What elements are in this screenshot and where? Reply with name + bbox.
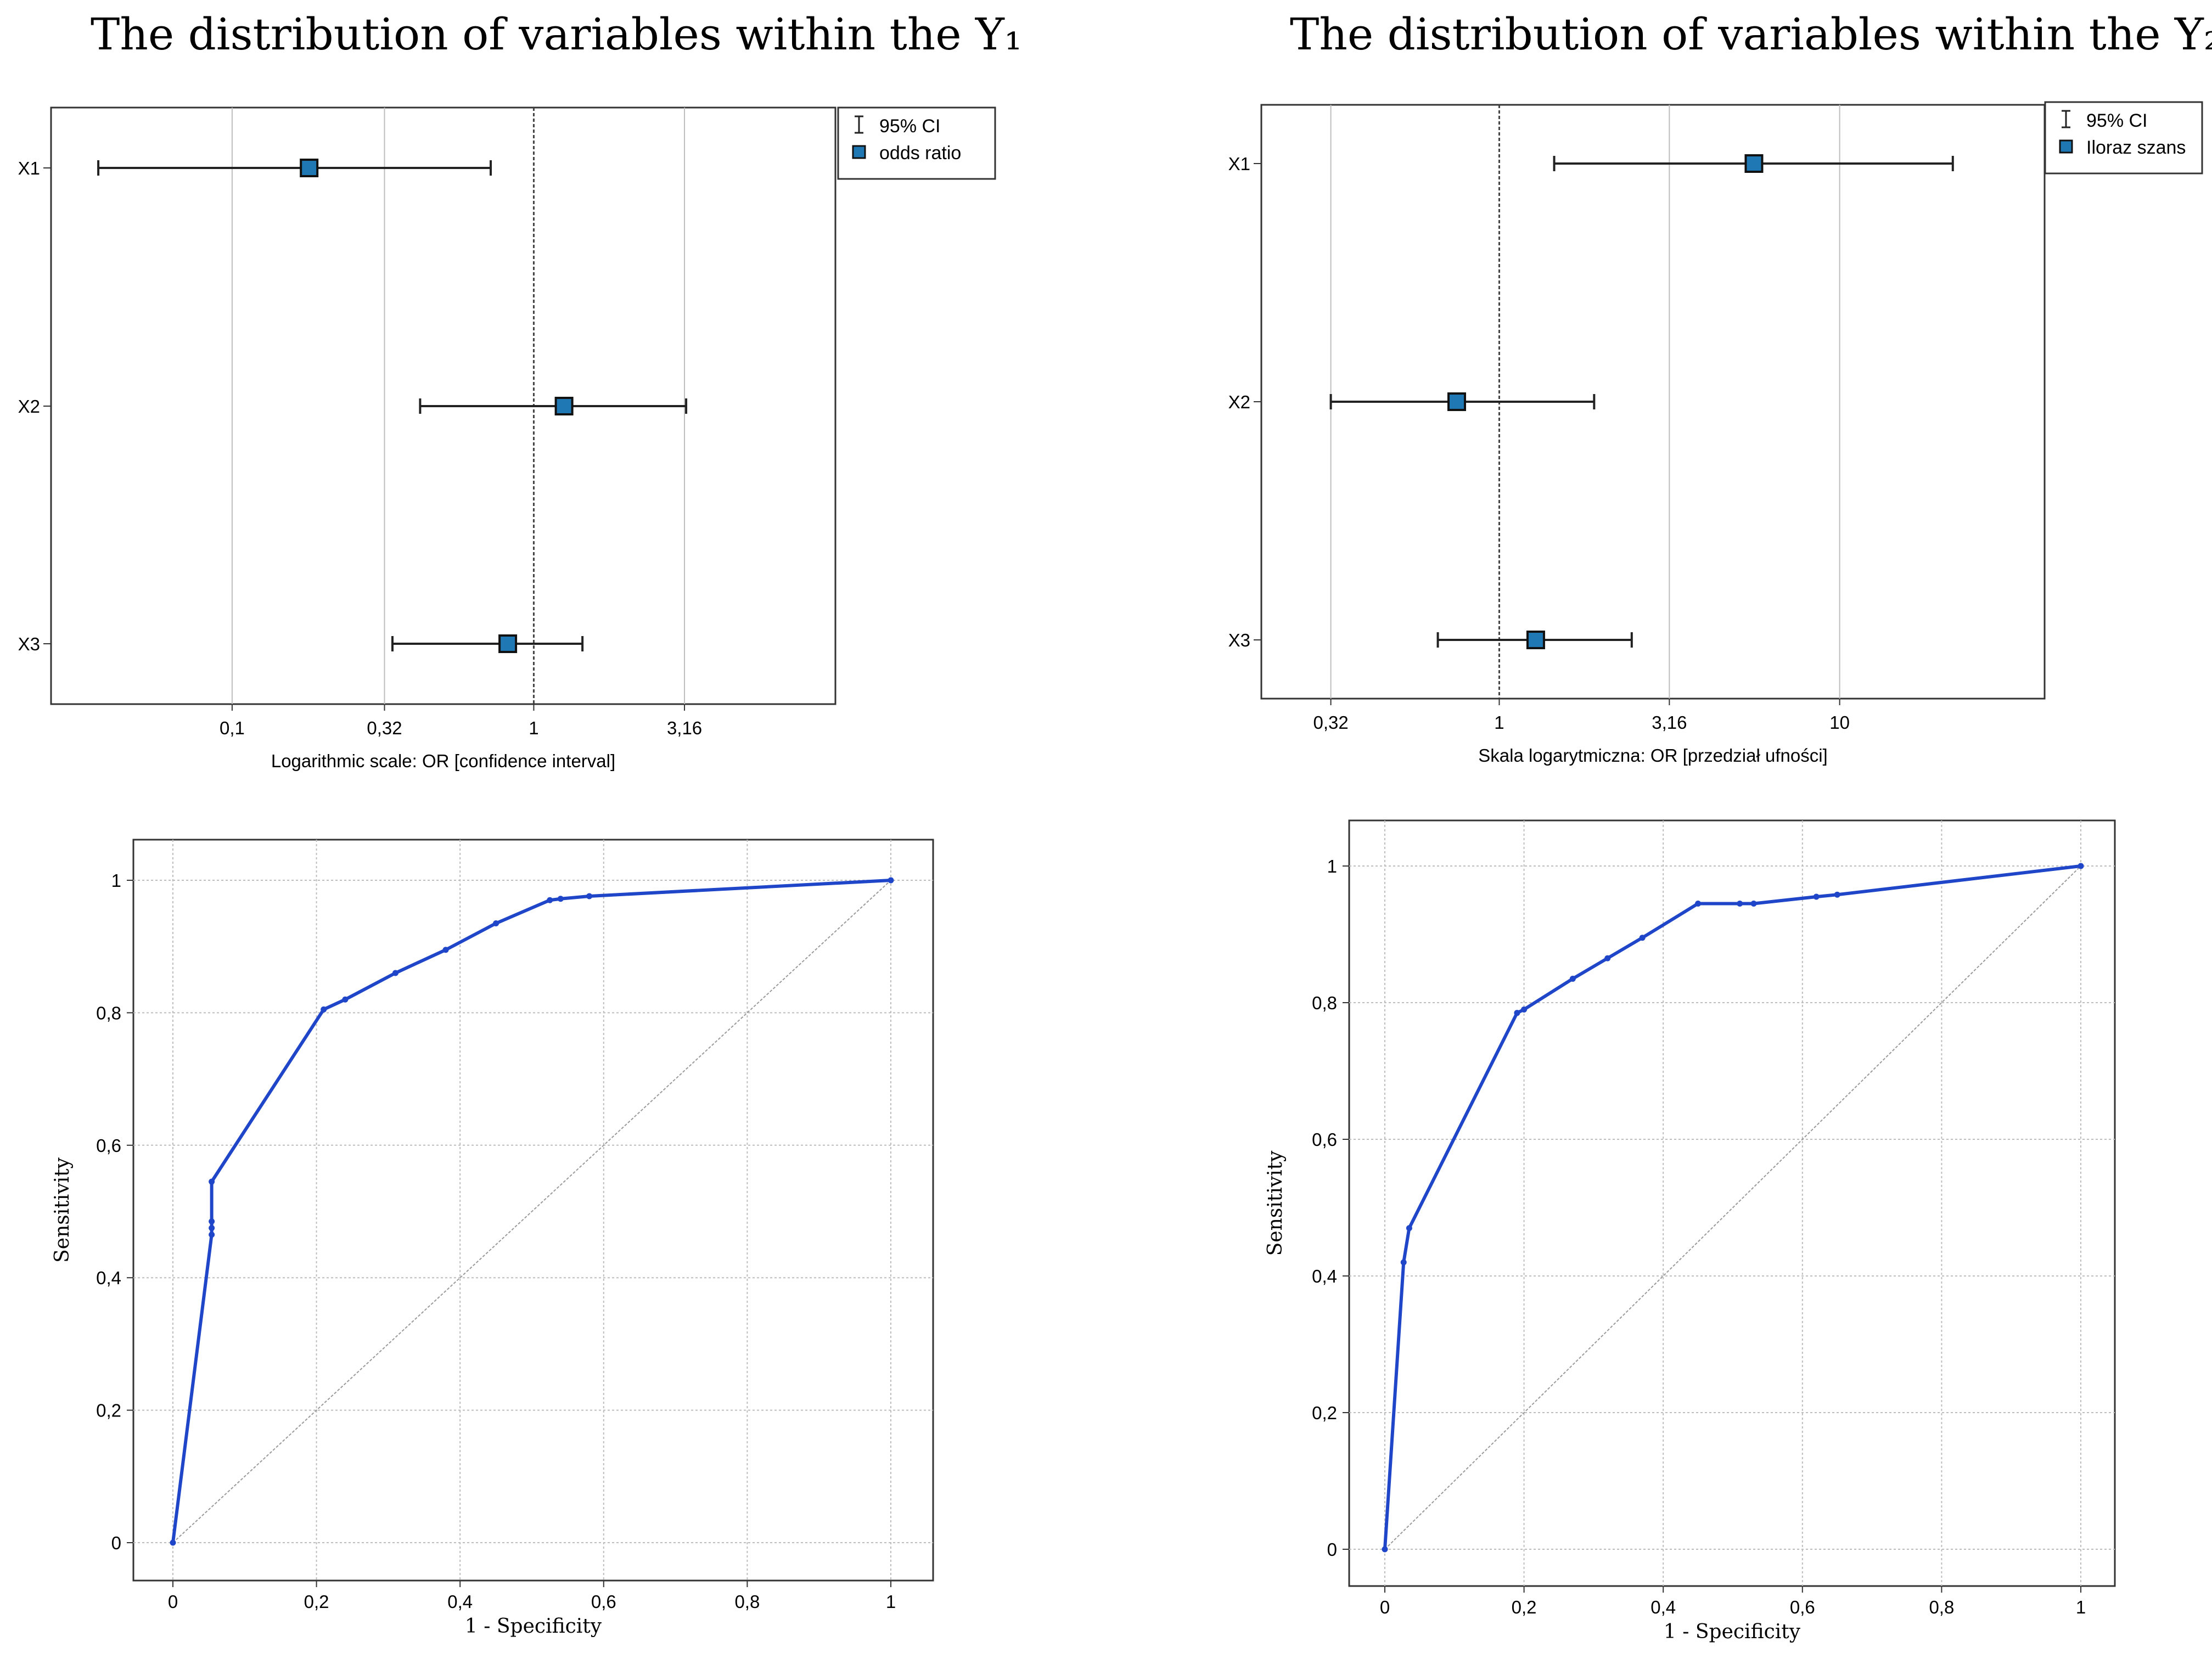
legend-marker-icon <box>2059 139 2073 154</box>
y-tick-label: 0,6 <box>1312 1129 1337 1150</box>
roc-point <box>442 947 449 953</box>
y-tick-label: 0,2 <box>96 1401 121 1421</box>
y-tick-label: X2 <box>1228 392 1250 412</box>
roc-point <box>1604 955 1611 961</box>
reference-diagonal <box>172 880 891 1543</box>
roc-curve-line <box>1383 864 2081 1550</box>
legend-marker-icon <box>852 145 866 159</box>
y-tick-label: X2 <box>18 396 40 417</box>
roc-point <box>1400 1259 1407 1266</box>
y-tick-label: 0,8 <box>96 1003 121 1023</box>
x-tick-label: 1 <box>886 1592 896 1612</box>
odds-ratio-marker <box>554 397 574 415</box>
roc-point <box>321 1006 327 1013</box>
y-tick-label: 0,2 <box>1312 1403 1337 1423</box>
roc-point <box>1813 893 1820 900</box>
x-tick-label: 0 <box>168 1592 178 1612</box>
x-tick-label: 0,8 <box>1929 1597 1954 1617</box>
y-axis-label: Sensitivity <box>1264 1150 1287 1256</box>
x-axis-label: Skala logarytmiczna: OR [przedział ufnoś… <box>1478 745 1827 766</box>
roc-point <box>342 996 349 1003</box>
odds-ratio-marker <box>1447 392 1466 411</box>
y-tick-label: 1 <box>111 870 121 891</box>
roc-point <box>1514 1010 1520 1016</box>
x-tick-label: 0,1 <box>220 718 245 738</box>
legend-ci-label: 95% CI <box>2086 110 2148 131</box>
roc-point <box>547 897 553 903</box>
legend-box <box>837 106 996 180</box>
roc-point <box>493 920 499 926</box>
x-axis-label: Logarithmic scale: OR [confidence interv… <box>271 751 615 771</box>
x-axis-label: 1 - Specificity <box>1664 1621 1801 1643</box>
odds-ratio-marker <box>498 634 518 653</box>
y-tick-label: X3 <box>1228 630 1250 650</box>
x-tick-label: 1 <box>2076 1597 2086 1617</box>
x-tick-label: 0,4 <box>447 1592 473 1612</box>
x-tick-label: 0,2 <box>1512 1597 1537 1617</box>
x-tick-label: 1 <box>529 718 538 738</box>
roc-point <box>1834 891 1840 898</box>
roc-point <box>392 970 398 976</box>
reference-diagonal <box>1384 865 2081 1550</box>
y-tick-label: 0,4 <box>1312 1266 1337 1286</box>
roc-point <box>1639 935 1646 941</box>
roc-point <box>1695 900 1702 907</box>
chart-title-left: The distribution of variables within the… <box>91 9 1022 60</box>
x-tick-label: 0,32 <box>367 718 402 738</box>
x-tick-label: 3,16 <box>1652 712 1687 733</box>
roc-point <box>888 877 894 884</box>
roc-point <box>1737 900 1743 907</box>
legend-box <box>2044 101 2203 175</box>
y-tick-label: 0,4 <box>96 1268 121 1288</box>
x-tick-label: 0,6 <box>591 1592 616 1612</box>
forest-plot-y2: 0,32 1 3,16 10 X1 X2 X3 Skala logarytmiczna: OR… <box>1228 101 2203 766</box>
roc-point <box>1569 975 1576 982</box>
legend-ci-label: 95% CI <box>879 116 941 137</box>
x-tick-label: 0,6 <box>1790 1597 1815 1617</box>
x-tick-label: 0,32 <box>1313 712 1348 733</box>
y-axis-label: Sensitivity <box>51 1157 74 1262</box>
y-tick-label: X1 <box>1228 154 1250 174</box>
y-tick-label: 1 <box>1327 856 1337 876</box>
roc-point <box>170 1539 176 1546</box>
legend-marker-label: Iloraz szans <box>2086 137 2186 158</box>
roc-point <box>1521 1006 1528 1013</box>
roc-point <box>209 1225 215 1232</box>
y-tick-label: 0 <box>1327 1539 1337 1560</box>
chart-title-right: The distribution of variables within the… <box>1290 9 2212 60</box>
x-axis-label: 1 - Specificity <box>465 1615 602 1638</box>
roc-point <box>209 1218 215 1225</box>
y-tick-label: X3 <box>18 634 40 654</box>
y-tick-label: 0 <box>111 1533 121 1553</box>
y-tick-label: X1 <box>18 158 40 178</box>
roc-point <box>209 1178 215 1185</box>
x-tick-label: 0,4 <box>1650 1597 1676 1617</box>
roc-point <box>1750 900 1757 907</box>
roc-point <box>586 893 593 899</box>
x-tick-label: 0,2 <box>304 1592 329 1612</box>
legend-marker-label: odds ratio <box>879 143 961 164</box>
roc-curve-y1: 0 0,2 0,4 0,6 0,8 1 0 0,2 0,4 0,6 0,8 1 1 - Specific… <box>51 839 934 1638</box>
x-tick-label: 0,8 <box>734 1592 760 1612</box>
roc-point <box>557 896 564 902</box>
x-tick-label: 3,16 <box>667 718 702 738</box>
odds-ratio-marker <box>300 159 319 177</box>
roc-point <box>1382 1546 1388 1553</box>
plot-frame <box>132 839 934 1582</box>
roc-point <box>2078 863 2084 869</box>
odds-ratio-marker <box>1744 154 1764 173</box>
roc-point <box>1406 1225 1412 1232</box>
y-tick-label: 0,6 <box>96 1135 121 1156</box>
x-tick-label: 0 <box>1380 1597 1390 1617</box>
x-tick-label: 1 <box>1494 712 1504 733</box>
y-tick-label: 0,8 <box>1312 993 1337 1013</box>
roc-point <box>209 1232 215 1238</box>
forest-plot-y1: 0,1 0,32 1 3,16 X1 X2 X3 Logarithmic scale: OR … <box>18 106 996 771</box>
odds-ratio-marker <box>1526 631 1545 649</box>
x-tick-label: 10 <box>1829 712 1850 733</box>
